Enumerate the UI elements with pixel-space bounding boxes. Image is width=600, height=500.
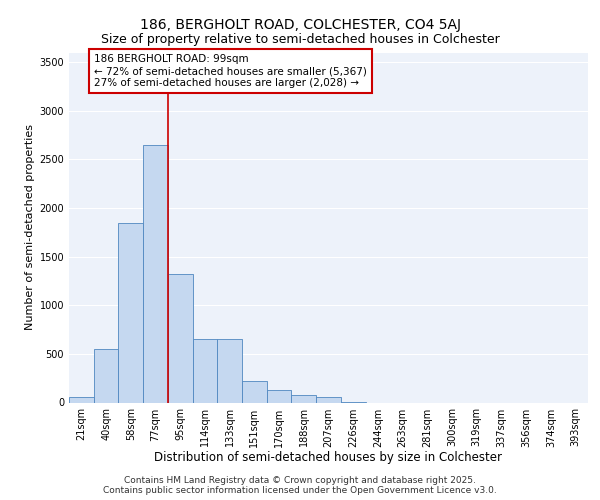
Bar [69, 396, 94, 402]
Bar [143, 145, 168, 403]
Text: Contains HM Land Registry data © Crown copyright and database right 2025.
Contai: Contains HM Land Registry data © Crown c… [103, 476, 497, 495]
Bar [217, 340, 242, 402]
Text: Size of property relative to semi-detached houses in Colchester: Size of property relative to semi-detach… [101, 32, 499, 46]
Bar [168, 274, 193, 402]
Text: 186 BERGHOLT ROAD: 99sqm
← 72% of semi-detached houses are smaller (5,367)
27% o: 186 BERGHOLT ROAD: 99sqm ← 72% of semi-d… [94, 54, 367, 88]
Bar [94, 349, 118, 403]
Bar [118, 222, 143, 402]
Bar [242, 381, 267, 402]
Bar [193, 340, 217, 402]
Text: 186, BERGHOLT ROAD, COLCHESTER, CO4 5AJ: 186, BERGHOLT ROAD, COLCHESTER, CO4 5AJ [139, 18, 461, 32]
Bar [267, 390, 292, 402]
X-axis label: Distribution of semi-detached houses by size in Colchester: Distribution of semi-detached houses by … [155, 451, 503, 464]
Y-axis label: Number of semi-detached properties: Number of semi-detached properties [25, 124, 35, 330]
Bar [292, 394, 316, 402]
Bar [316, 397, 341, 402]
